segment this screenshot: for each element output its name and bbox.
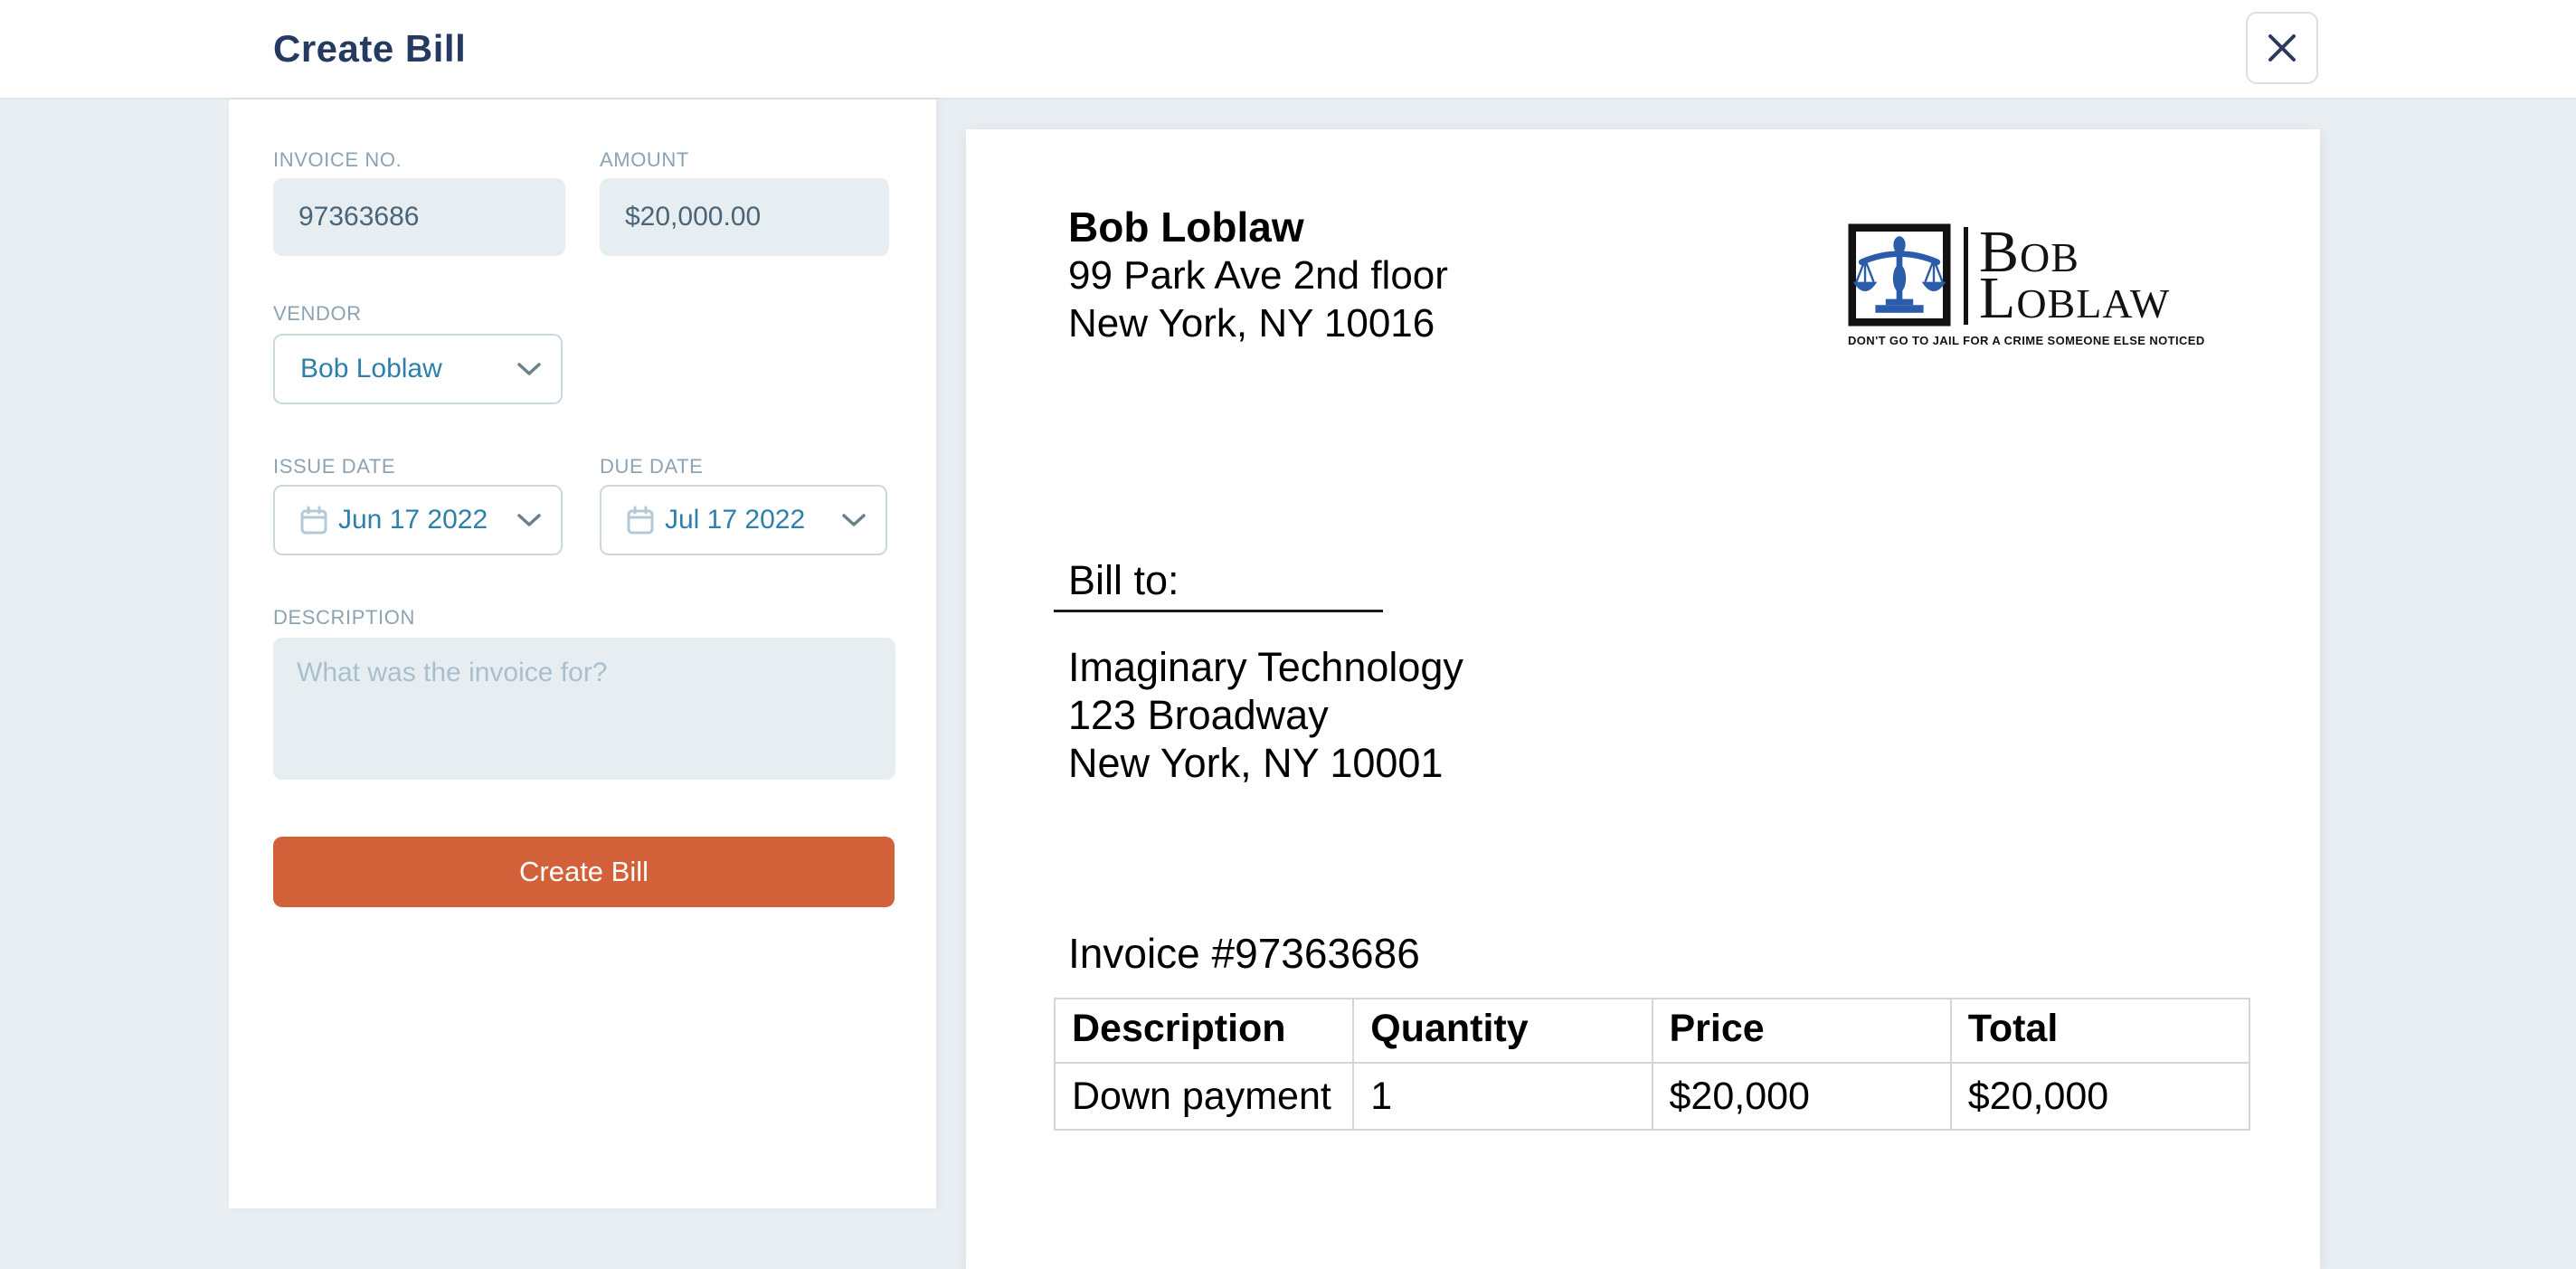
invoice-no-label: INVOICE NO.: [273, 148, 402, 171]
invoice-number-heading: Invoice #97363686: [1068, 930, 1420, 977]
chevron-down-icon: [517, 514, 541, 526]
create-bill-button[interactable]: Create Bill: [273, 837, 895, 907]
bill-to-heading: Bill to:: [1068, 557, 1179, 603]
bill-to-address-block: Imaginary Technology 123 Broadway New Yo…: [1068, 643, 1463, 787]
issue-date-select[interactable]: Jun 17 2022: [273, 485, 563, 555]
create-bill-form: INVOICE NO. AMOUNT VENDOR Bob Loblaw ISS…: [229, 99, 936, 1208]
due-date-value: Jul 17 2022: [665, 505, 806, 535]
issue-date-value: Jun 17 2022: [338, 505, 488, 535]
vendor-select-value: Bob Loblaw: [300, 354, 442, 384]
line-item-price: $20,000: [1651, 1062, 1952, 1131]
line-item-description: Down payment: [1053, 1062, 1355, 1131]
chevron-down-icon: [842, 514, 866, 526]
due-date-select[interactable]: Jul 17 2022: [600, 485, 887, 555]
line-item-quantity: 1: [1352, 1062, 1653, 1131]
invoice-no-input[interactable]: [273, 178, 565, 256]
company-address-line1: 99 Park Ave 2nd floor: [1068, 253, 1448, 298]
table-header-quantity: Quantity: [1352, 998, 1653, 1064]
description-label: DESCRIPTION: [273, 606, 415, 629]
line-item-total: $20,000: [1949, 1062, 2251, 1131]
company-logo: Bob Loblaw DON'T GO TO JAIL FOR A CRIME …: [1848, 219, 2205, 348]
bill-to-divider: [1054, 610, 1383, 612]
bill-to-address-line1: 123 Broadway: [1068, 692, 1329, 738]
logo-divider: [1964, 227, 1968, 325]
logo-wordmark: Bob Loblaw: [1979, 219, 2171, 331]
invoice-line-items-table: Description Quantity Price Total Down pa…: [1053, 998, 2251, 1131]
table-header-total: Total: [1949, 998, 2251, 1064]
logo-wordmark-line2: Loblaw: [1979, 265, 2171, 331]
company-address-block: Bob Loblaw 99 Park Ave 2nd floor New Yor…: [1068, 204, 1448, 347]
logo-tagline: DON'T GO TO JAIL FOR A CRIME SOMEONE ELS…: [1848, 334, 2205, 347]
invoice-preview-card: Bob Loblaw 99 Park Ave 2nd floor New Yor…: [966, 129, 2320, 1269]
due-date-label: DUE DATE: [600, 455, 704, 478]
table-header-price: Price: [1651, 998, 1952, 1064]
company-address-line2: New York, NY 10016: [1068, 301, 1435, 346]
vendor-label: VENDOR: [273, 302, 362, 325]
scales-of-justice-icon: [1848, 223, 1951, 327]
page-title: Create Bill: [273, 27, 467, 70]
chevron-down-icon: [517, 363, 541, 375]
vendor-select[interactable]: Bob Loblaw: [273, 334, 563, 404]
issue-date-label: ISSUE DATE: [273, 455, 396, 478]
modal-header: Create Bill: [0, 0, 2576, 99]
bill-to-address-line2: New York, NY 10001: [1068, 740, 1444, 786]
table-header-row: Description Quantity Price Total: [1053, 998, 2251, 1064]
amount-label: AMOUNT: [600, 148, 689, 171]
bill-to-name: Imaginary Technology: [1068, 644, 1463, 690]
description-textarea[interactable]: [273, 638, 895, 780]
close-button[interactable]: [2246, 12, 2318, 84]
calendar-icon: [300, 506, 327, 535]
logo-wordmark-line1: Bob: [1979, 219, 2079, 285]
close-icon: [2268, 34, 2296, 62]
calendar-icon: [627, 506, 654, 535]
company-name: Bob Loblaw: [1068, 204, 1304, 251]
table-header-description: Description: [1053, 998, 1355, 1064]
table-row: Down payment 1 $20,000 $20,000: [1053, 1062, 2251, 1131]
amount-input[interactable]: [600, 178, 889, 256]
